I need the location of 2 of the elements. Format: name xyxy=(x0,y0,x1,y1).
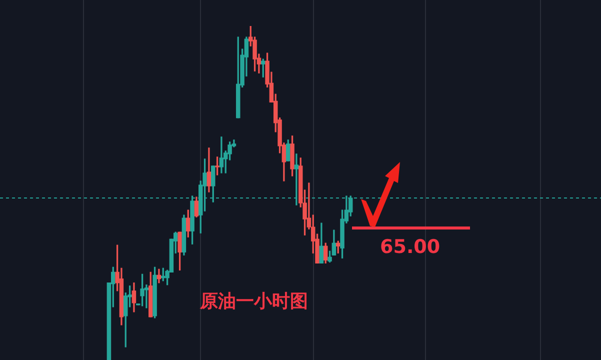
text: 65.00 xyxy=(380,236,440,258)
annotation: 原油一小时图 xyxy=(200,290,308,313)
